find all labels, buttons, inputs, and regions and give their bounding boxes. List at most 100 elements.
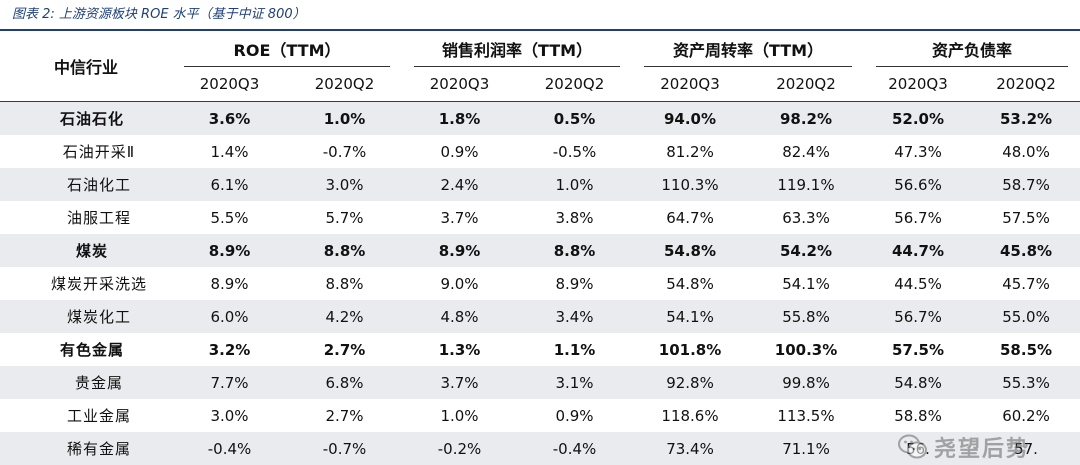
- value-cell: 7.7%: [172, 366, 287, 399]
- period-header: 2020Q2: [517, 67, 632, 102]
- value-cell: -0.5%: [517, 135, 632, 168]
- value-cell: 58.5%: [972, 333, 1080, 366]
- value-cell: 54.1%: [632, 300, 748, 333]
- group-header-profit-margin: 销售利润率（TTM）: [402, 31, 632, 67]
- value-cell: 57.5%: [864, 333, 972, 366]
- period-header: 2020Q2: [748, 67, 864, 102]
- industry-name: 稀有金属: [0, 432, 172, 465]
- value-cell: 56.7%: [864, 201, 972, 234]
- industry-name: 煤炭开采洗选: [0, 267, 172, 300]
- value-cell: 56.6%: [864, 168, 972, 201]
- value-cell: 1.0%: [287, 102, 402, 136]
- value-cell: 45.7%: [972, 267, 1080, 300]
- value-cell: 44.5%: [864, 267, 972, 300]
- value-cell: 8.8%: [517, 234, 632, 267]
- value-cell: 4.2%: [287, 300, 402, 333]
- group-header-roe: ROE（TTM）: [172, 31, 402, 67]
- value-cell: 2.4%: [402, 168, 517, 201]
- value-cell: -0.4%: [517, 432, 632, 465]
- value-cell: 0.9%: [402, 135, 517, 168]
- value-cell: 94.0%: [632, 102, 748, 136]
- value-cell: 1.0%: [402, 399, 517, 432]
- value-cell: 82.4%: [748, 135, 864, 168]
- value-cell: 4.8%: [402, 300, 517, 333]
- value-cell: 44.7%: [864, 234, 972, 267]
- value-cell: 57.5%: [972, 201, 1080, 234]
- industry-name: 煤炭: [0, 234, 172, 267]
- table-row: 稀有金属-0.4%-0.7%-0.2%-0.4%73.4%71.1%56.57.: [0, 432, 1080, 465]
- value-cell: 54.8%: [632, 234, 748, 267]
- value-cell: 73.4%: [632, 432, 748, 465]
- value-cell: 3.1%: [517, 366, 632, 399]
- value-cell: -0.2%: [402, 432, 517, 465]
- value-cell: 8.8%: [287, 234, 402, 267]
- value-cell: 3.0%: [172, 399, 287, 432]
- value-cell: 8.9%: [172, 267, 287, 300]
- industry-name: 石油石化: [0, 102, 172, 136]
- group-header-debt-ratio: 资产负债率: [864, 31, 1080, 67]
- industry-name: 贵金属: [0, 366, 172, 399]
- value-cell: 6.8%: [287, 366, 402, 399]
- value-cell: 55.3%: [972, 366, 1080, 399]
- value-cell: 98.2%: [748, 102, 864, 136]
- industry-name: 油服工程: [0, 201, 172, 234]
- figure-caption: 图表 2: 上游资源板块 ROE 水平（基于中证 800）: [12, 4, 306, 26]
- value-cell: 118.6%: [632, 399, 748, 432]
- value-cell: 53.2%: [972, 102, 1080, 136]
- value-cell: 3.2%: [172, 333, 287, 366]
- industry-name: 工业金属: [0, 399, 172, 432]
- value-cell: 1.3%: [402, 333, 517, 366]
- period-header: 2020Q3: [864, 67, 972, 102]
- industry-column-header: 中信行业: [0, 31, 172, 102]
- value-cell: 64.7%: [632, 201, 748, 234]
- value-cell: 3.7%: [402, 366, 517, 399]
- value-cell: 47.3%: [864, 135, 972, 168]
- group-header-asset-turnover: 资产周转率（TTM）: [632, 31, 864, 67]
- roe-table: 中信行业 ROE（TTM） 销售利润率（TTM） 资产周转率（TTM） 资产负债…: [0, 31, 1080, 465]
- period-header: 2020Q3: [402, 67, 517, 102]
- value-cell: 9.0%: [402, 267, 517, 300]
- value-cell: 6.0%: [172, 300, 287, 333]
- value-cell: 8.9%: [402, 234, 517, 267]
- industry-name: 石油开采Ⅱ: [0, 135, 172, 168]
- value-cell: 60.2%: [972, 399, 1080, 432]
- value-cell: 54.1%: [748, 267, 864, 300]
- value-cell: 45.8%: [972, 234, 1080, 267]
- value-cell: 5.7%: [287, 201, 402, 234]
- value-cell: 101.8%: [632, 333, 748, 366]
- value-cell: 71.1%: [748, 432, 864, 465]
- value-cell: 3.0%: [287, 168, 402, 201]
- value-cell: 110.3%: [632, 168, 748, 201]
- period-header: 2020Q3: [172, 67, 287, 102]
- value-cell: 3.4%: [517, 300, 632, 333]
- value-cell: 1.1%: [517, 333, 632, 366]
- value-cell: 56.7%: [864, 300, 972, 333]
- value-cell: 1.0%: [517, 168, 632, 201]
- value-cell: 2.7%: [287, 399, 402, 432]
- value-cell: 1.4%: [172, 135, 287, 168]
- value-cell: 100.3%: [748, 333, 864, 366]
- value-cell: 3.7%: [402, 201, 517, 234]
- value-cell: 2.7%: [287, 333, 402, 366]
- value-cell: 55.8%: [748, 300, 864, 333]
- period-header: 2020Q3: [632, 67, 748, 102]
- value-cell: 54.2%: [748, 234, 864, 267]
- value-cell: 99.8%: [748, 366, 864, 399]
- value-cell: 8.9%: [517, 267, 632, 300]
- value-cell: 6.1%: [172, 168, 287, 201]
- value-cell: -0.7%: [287, 135, 402, 168]
- value-cell: 54.8%: [864, 366, 972, 399]
- value-cell: 54.8%: [632, 267, 748, 300]
- value-cell: 8.8%: [287, 267, 402, 300]
- period-header: 2020Q2: [972, 67, 1080, 102]
- value-cell: 58.8%: [864, 399, 972, 432]
